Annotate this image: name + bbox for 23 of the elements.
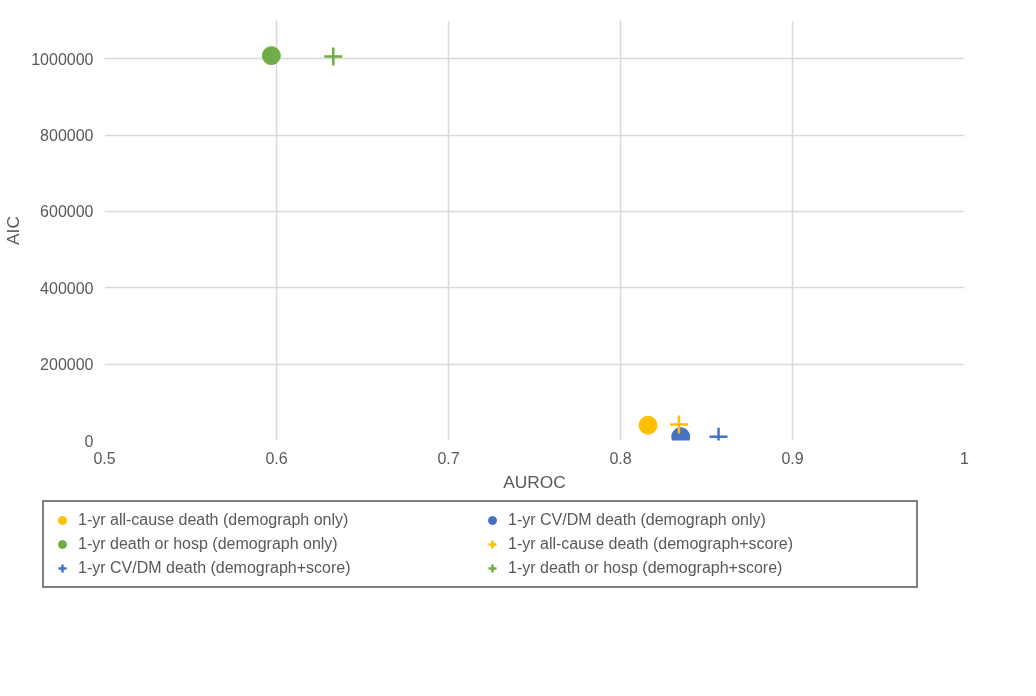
x-tick-label: 1 bbox=[960, 449, 970, 467]
y-axis-title: AIC bbox=[3, 216, 24, 245]
x-axis-title: AUROC bbox=[503, 471, 566, 492]
x-tick-label: 0.7 bbox=[437, 449, 460, 467]
x-tick-label: 0.5 bbox=[93, 449, 116, 467]
point bbox=[261, 46, 281, 66]
legend-label: 1-yr CV/DM death (demograph+score) bbox=[78, 559, 352, 577]
y-tick-label: 800000 bbox=[40, 127, 94, 145]
x-tick-label: 0.6 bbox=[265, 449, 288, 467]
y-tick-label: 0 bbox=[84, 432, 94, 450]
legend-label: 1-yr all-cause death (demograph only) bbox=[78, 511, 350, 529]
legend-label: 1-yr all-cause death (demograph+score) bbox=[508, 535, 795, 553]
x-tick-label: 0.8 bbox=[609, 449, 632, 467]
y-tick-label: 600000 bbox=[40, 203, 94, 221]
x-tick-label: 0.9 bbox=[781, 449, 804, 467]
y-tick-label: 200000 bbox=[40, 356, 94, 374]
y-tick-label: 400000 bbox=[40, 279, 94, 297]
legend-label: 1-yr death or hosp (demograph only) bbox=[78, 535, 339, 553]
legend-label: 1-yr CV/DM death (demograph only) bbox=[508, 511, 767, 529]
point bbox=[323, 46, 344, 67]
legend-label: 1-yr death or hosp (demograph+score) bbox=[508, 559, 784, 577]
y-tick-label: 1000000 bbox=[31, 50, 94, 68]
point bbox=[638, 415, 658, 435]
